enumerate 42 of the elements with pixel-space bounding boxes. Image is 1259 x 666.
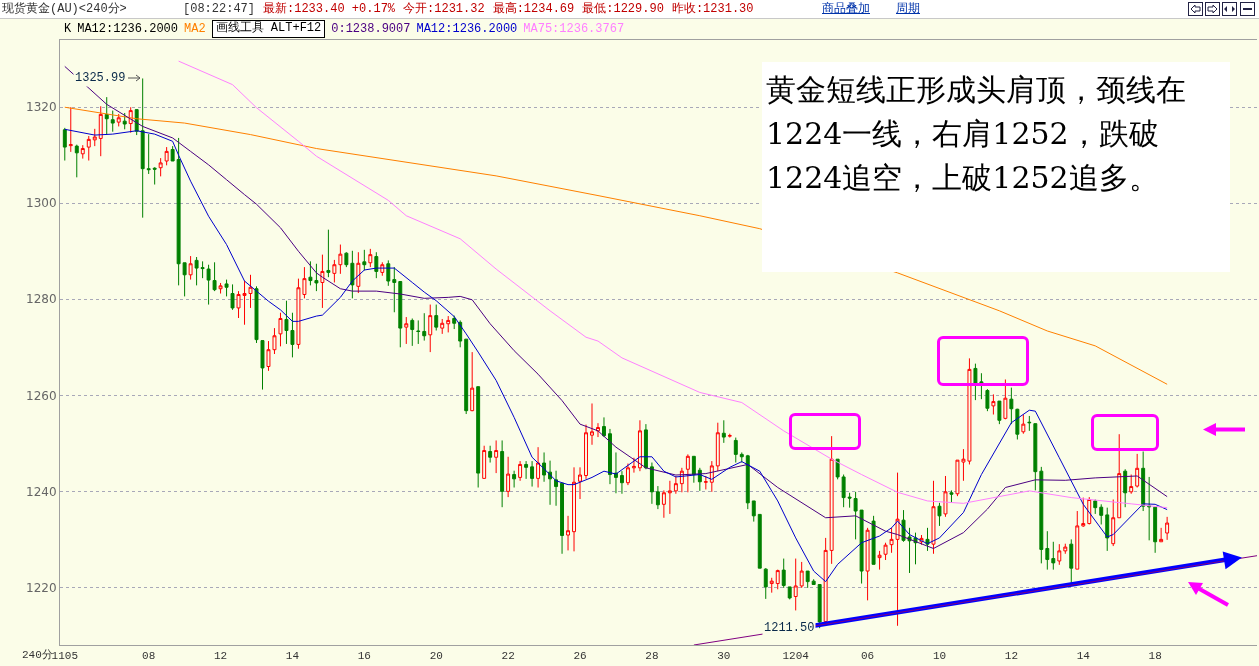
text: 0:1238.9007 xyxy=(331,21,411,38)
text: 最高:1234.69 xyxy=(492,1,575,18)
text: MA12:1236.2000 xyxy=(77,21,179,38)
x-tick-label: 14 xyxy=(285,650,300,663)
x-tick-label: 20 xyxy=(429,650,443,663)
text: [08:22:47] xyxy=(183,1,256,18)
text: MA2 xyxy=(184,21,206,38)
y-tick-label: 1240 xyxy=(26,484,57,499)
text: 周期 xyxy=(896,1,920,18)
x-tick-label: 06 xyxy=(860,650,875,663)
text: MA75:1236.3767 xyxy=(523,21,625,38)
x-tick-label: 18 xyxy=(1148,650,1162,663)
text: 240分 xyxy=(22,648,53,662)
x-tick-label: 26 xyxy=(573,650,587,663)
text: 今开:1231.32 xyxy=(403,1,485,18)
y-tick-label: 1300 xyxy=(26,196,57,211)
x-tick-label: 28 xyxy=(645,650,659,663)
annotation: 黄金短线正形成头肩顶，颈线在1224一线，右肩1252，跌破1224追空，上破1252追多。 xyxy=(765,71,1187,197)
x-tick-label: 08 xyxy=(142,650,156,663)
y-tick-label: 1220 xyxy=(26,580,57,595)
text: 最新:1233.40 +0.17% xyxy=(263,1,396,18)
text: 商品叠加 xyxy=(822,1,870,18)
annotation: 1325.99 xyxy=(75,71,126,85)
text: MA12:1236.2000 xyxy=(416,21,518,38)
x-tick-label: 16 xyxy=(357,650,371,663)
annotation: 1211.50 xyxy=(764,621,815,635)
y-tick-label: 1320 xyxy=(26,100,57,115)
text: K xyxy=(64,21,72,38)
y-tick-label: 1260 xyxy=(26,388,57,403)
x-tick-label: 12 xyxy=(213,650,228,663)
x-tick-label: 30 xyxy=(717,650,731,663)
x-tick-label: 1105 xyxy=(51,650,78,663)
text: 画线工具 ALT+F12 xyxy=(211,20,326,38)
x-tick-label: 14 xyxy=(1076,650,1091,663)
x-tick-label: 1204 xyxy=(782,650,810,663)
x-tick-label: 12 xyxy=(1004,650,1018,663)
x-tick-label: 10 xyxy=(932,650,947,663)
text: 最低:1229.90 xyxy=(582,1,664,18)
y-tick-label: 1280 xyxy=(26,292,57,307)
chart-title: 现货黄金(AU)<240分> xyxy=(2,1,127,18)
x-tick-label: 22 xyxy=(501,650,515,663)
text: 昨收:1231.30 xyxy=(671,1,754,18)
